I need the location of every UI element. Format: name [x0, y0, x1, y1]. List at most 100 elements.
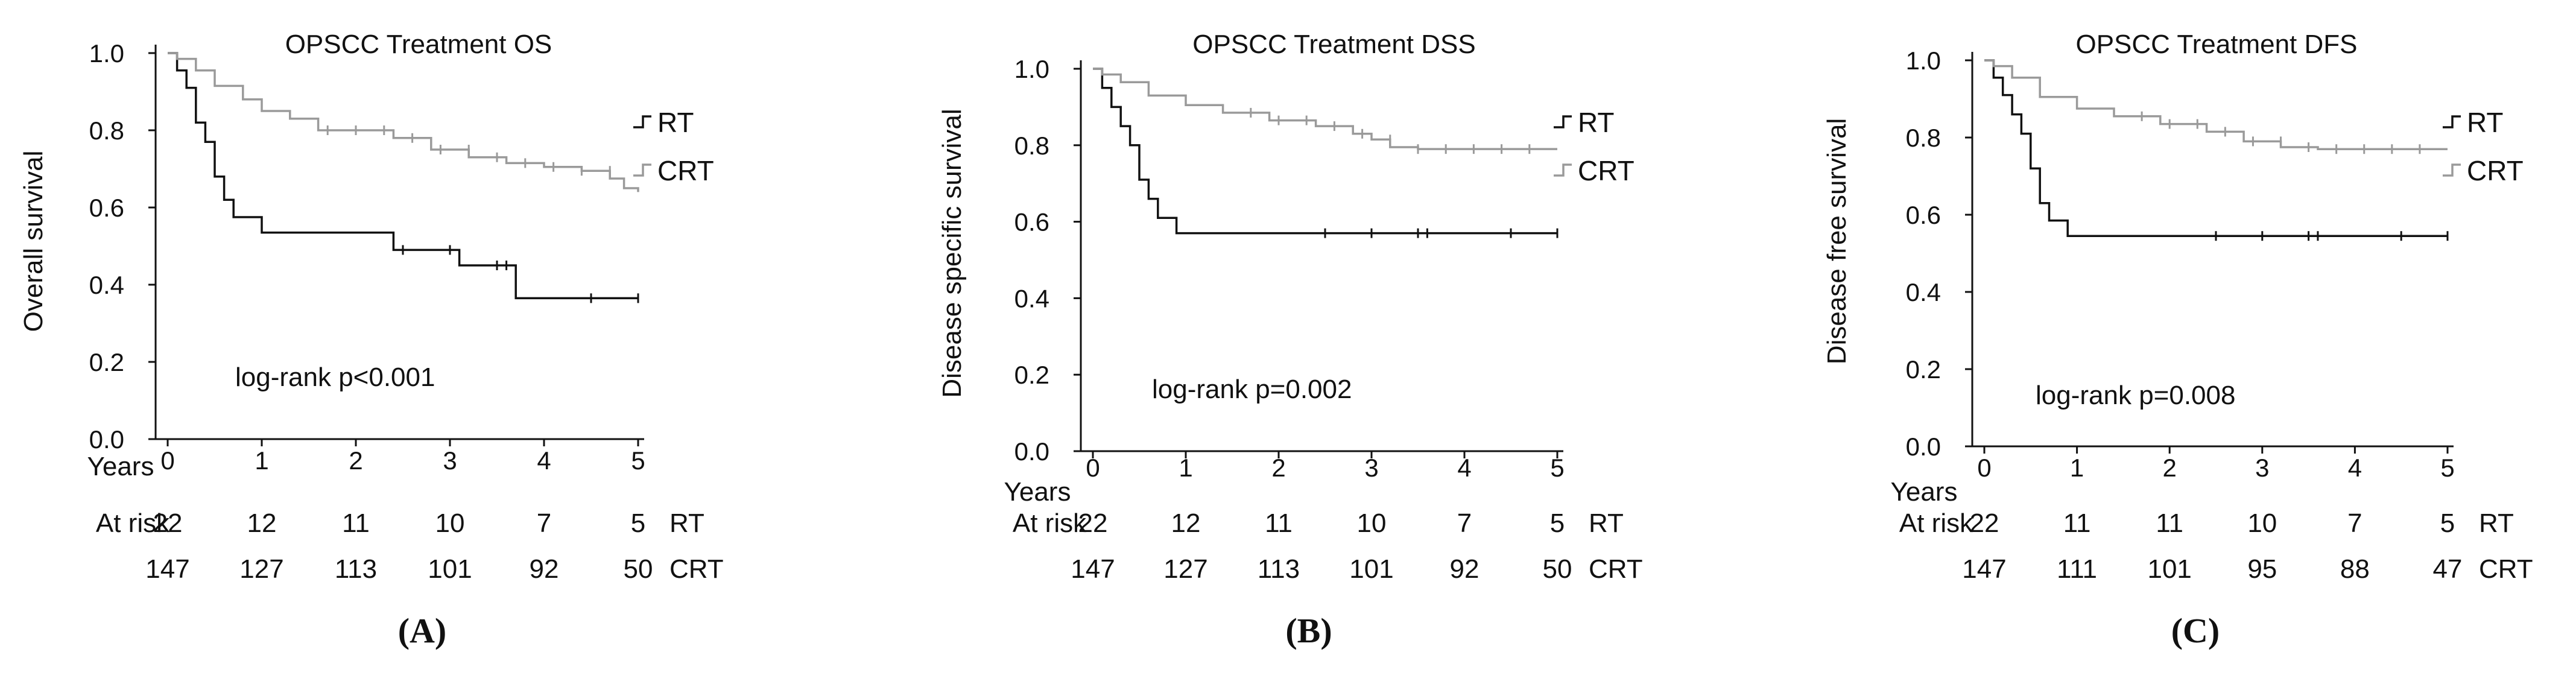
risk-value-crt: 92 — [1450, 554, 1479, 584]
risk-value-rt: 12 — [247, 508, 277, 538]
risk-row-label-rt: RT — [669, 508, 704, 538]
x-tick-label: 5 — [631, 446, 645, 475]
series-line-crt — [1093, 68, 1557, 150]
y-axis-label: Overall survival — [19, 151, 48, 332]
risk-value-crt: 147 — [145, 554, 189, 584]
y-tick-label: 0.6 — [1014, 208, 1049, 236]
at-risk-header: At risk — [1013, 508, 1087, 538]
risk-value-crt: 101 — [2147, 554, 2191, 584]
log-rank-annotation: log-rank p<0.001 — [235, 362, 435, 392]
series-line-crt — [168, 52, 639, 192]
panel-label: (B) — [1285, 611, 1332, 650]
risk-value-crt: 101 — [1349, 554, 1393, 584]
risk-value-crt: 95 — [2247, 554, 2277, 584]
x-tick-label: 2 — [2163, 454, 2177, 482]
x-tick-label: 5 — [1550, 454, 1564, 482]
risk-row-label-crt: CRT — [1589, 554, 1643, 584]
x-tick-label: 0 — [1086, 454, 1100, 482]
risk-value-rt: 11 — [342, 508, 370, 538]
risk-value-crt: 47 — [2433, 554, 2463, 584]
y-tick-label: 0.8 — [1906, 124, 1941, 152]
risk-value-rt: 5 — [631, 508, 645, 538]
x-tick-label: 4 — [2348, 454, 2362, 482]
x-tick-label: 3 — [2255, 454, 2269, 482]
legend-swatch-crt — [633, 163, 651, 177]
x-axis-label: Years — [1004, 477, 1071, 507]
legend-swatch-crt — [1554, 163, 1572, 177]
panel-c: OPSCC Treatment DFS 0.0 0.2 0.4 0.6 0.8 1.0 0 1 2… — [1822, 30, 2533, 650]
chart-title: OPSCC Treatment DFS — [2075, 30, 2357, 59]
risk-value-crt: 147 — [1962, 554, 2006, 584]
y-tick-label: 0.6 — [89, 194, 124, 222]
risk-value-crt: 101 — [428, 554, 472, 584]
y-tick-label: 0.2 — [1906, 355, 1941, 384]
risk-row-label-rt: RT — [2479, 508, 2514, 538]
y-tick-label: 0.4 — [1906, 278, 1941, 306]
legend-label-crt: CRT — [1578, 155, 1635, 186]
y-axis-label: Disease specific survival — [937, 109, 967, 397]
x-tick-label: 4 — [537, 446, 551, 475]
risk-value-crt: 92 — [530, 554, 559, 584]
risk-value-rt: 11 — [2156, 508, 2183, 538]
legend-label-crt: CRT — [657, 155, 714, 186]
y-axis-label: Disease free survival — [1822, 118, 1852, 364]
x-tick-label: 4 — [1457, 454, 1471, 482]
y-tick-label: 1.0 — [1014, 55, 1049, 83]
risk-value-rt: 5 — [1550, 508, 1565, 538]
risk-row-label-crt: CRT — [669, 554, 724, 584]
risk-row-label-crt: CRT — [2479, 554, 2533, 584]
x-tick-label: 5 — [2440, 454, 2454, 482]
risk-value-rt: 10 — [2247, 508, 2277, 538]
series-line-rt — [1984, 59, 2448, 237]
risk-value-rt: 12 — [1171, 508, 1201, 538]
series-line-rt — [168, 52, 638, 300]
risk-value-crt: 113 — [335, 554, 377, 584]
risk-row-label-rt: RT — [1589, 508, 1624, 538]
x-tick-label: 2 — [349, 446, 362, 475]
x-tick-label: 0 — [1977, 454, 1991, 482]
risk-value-rt: 7 — [2347, 508, 2362, 538]
panel-label: (C) — [2171, 611, 2220, 650]
legend-swatch-rt — [1554, 115, 1572, 128]
risk-value-rt: 10 — [435, 508, 465, 538]
chart-title: OPSCC Treatment DSS — [1192, 30, 1475, 59]
series-line-rt — [1093, 68, 1557, 235]
risk-value-crt: 88 — [2340, 554, 2370, 584]
log-rank-annotation: log-rank p=0.002 — [1152, 375, 1352, 404]
y-tick-label: 0.0 — [1906, 432, 1941, 461]
risk-value-rt: 22 — [1970, 508, 1999, 538]
legend-swatch-crt — [2443, 163, 2461, 177]
risk-value-rt: 5 — [2440, 508, 2455, 538]
risk-value-crt: 127 — [1163, 554, 1207, 584]
risk-value-crt: 113 — [1258, 554, 1300, 584]
panel-a: OPSCC Treatment OS0.00.20.40.60.81.00 1 2 3… — [19, 30, 724, 650]
legend-label-rt: RT — [657, 107, 694, 138]
risk-value-crt: 147 — [1071, 554, 1115, 584]
legend-swatch-rt — [2443, 115, 2461, 128]
y-tick-label: 0.8 — [1014, 131, 1049, 160]
risk-value-crt: 50 — [624, 554, 653, 584]
y-tick-label: 0.2 — [1014, 361, 1049, 389]
log-rank-annotation: log-rank p=0.008 — [2036, 381, 2235, 410]
x-tick-label: 0 — [160, 446, 174, 475]
y-tick-label: 0.6 — [1906, 201, 1941, 229]
legend-swatch-rt — [633, 115, 651, 128]
y-tick-label: 1.0 — [1906, 46, 1941, 75]
y-tick-label: 0.4 — [1014, 284, 1049, 312]
y-tick-label: 0.0 — [89, 425, 124, 454]
series-line-crt — [1984, 59, 2448, 150]
x-tick-label: 3 — [443, 446, 457, 475]
panel-label: (A) — [398, 611, 447, 650]
y-tick-label: 0.0 — [1014, 437, 1049, 466]
y-tick-label: 0.2 — [89, 348, 124, 376]
risk-value-rt: 7 — [1457, 508, 1472, 538]
y-tick-label: 0.8 — [89, 116, 124, 145]
risk-value-rt: 22 — [153, 508, 183, 538]
x-tick-label: 1 — [1179, 454, 1192, 482]
risk-value-rt: 22 — [1078, 508, 1108, 538]
x-axis-label: Years — [1891, 477, 1958, 507]
y-tick-label: 1.0 — [89, 39, 124, 68]
risk-value-rt: 10 — [1357, 508, 1387, 538]
